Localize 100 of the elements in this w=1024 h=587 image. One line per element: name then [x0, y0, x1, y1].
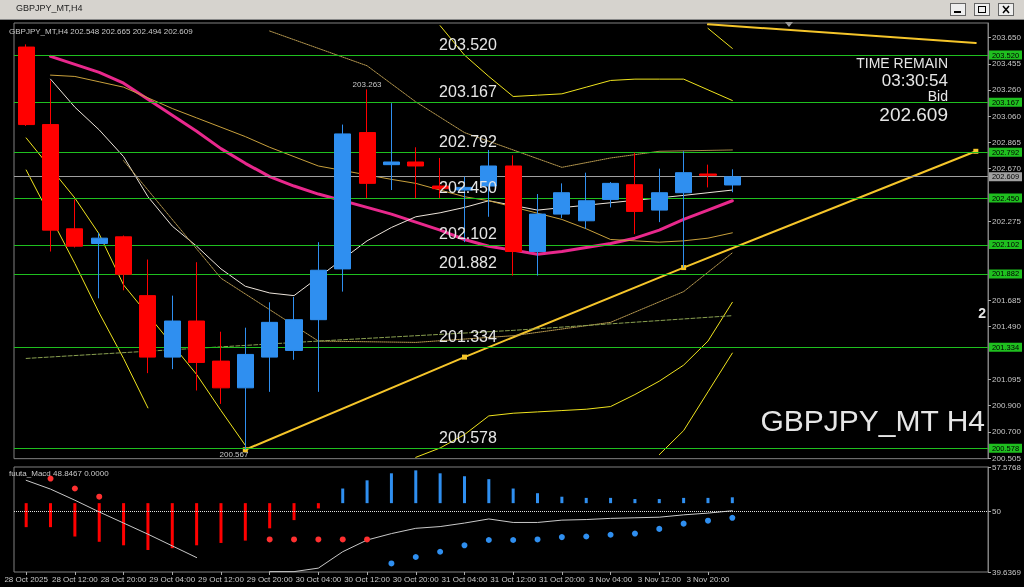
y-tick-label: 57.5768 [992, 462, 1022, 472]
bar [292, 503, 296, 521]
y-tick-label: 50 [992, 506, 1002, 516]
candlestick [18, 43, 35, 127]
bar [682, 497, 686, 504]
point [631, 530, 638, 537]
candlestick [212, 331, 230, 405]
point [437, 548, 444, 555]
point [461, 354, 467, 360]
point [388, 560, 395, 567]
candlestick [91, 232, 108, 299]
annotation: 2 [978, 305, 987, 321]
point [607, 531, 614, 538]
bar [487, 479, 491, 504]
line-series [439, 25, 733, 102]
bar [706, 497, 710, 504]
candlestick [359, 88, 376, 199]
bar [268, 503, 272, 529]
point [364, 536, 371, 543]
bar [609, 497, 613, 504]
point [534, 536, 541, 543]
annotation: 202.609 [879, 103, 948, 125]
bar [438, 473, 442, 504]
y-tick-label: 200.505 [992, 453, 1022, 463]
bar [97, 503, 101, 542]
annotation: 203.167 [439, 82, 498, 100]
bar [24, 503, 28, 528]
x-tick-label: 28 Oct 12:00 [51, 574, 99, 584]
bar [536, 493, 540, 504]
candlestick [651, 168, 668, 223]
point [412, 554, 419, 560]
point [315, 536, 322, 543]
annotation: 203.263 [352, 79, 383, 89]
bar [341, 488, 345, 504]
point [704, 517, 711, 524]
y-tick-label: 203.260 [992, 85, 1022, 95]
line-series [658, 352, 733, 456]
bar [316, 503, 320, 509]
annotation: 201.882 [439, 254, 498, 272]
point [291, 536, 298, 543]
x-tick-label: 3 Nov 20:00 [686, 574, 731, 584]
candlestick [724, 168, 741, 193]
line-series [50, 74, 733, 243]
candlestick [66, 198, 83, 249]
point [96, 493, 103, 500]
x-tick-label: 28 Oct 2025 [4, 574, 49, 584]
candlestick [164, 295, 181, 370]
bar [560, 496, 564, 504]
x-tick-label: 3 Nov 12:00 [637, 574, 682, 584]
line-series [415, 301, 733, 458]
x-tick-label: 31 Oct 20:00 [538, 574, 586, 584]
bar [633, 499, 637, 504]
candlestick [626, 152, 643, 235]
bar [414, 470, 418, 504]
bar [584, 497, 588, 504]
bar [122, 503, 126, 546]
text: GBPJPY_MT,H4 [16, 3, 83, 13]
y-tick-label: 39.6369 [992, 567, 1022, 577]
candlestick [261, 301, 278, 393]
candlestick [578, 172, 595, 230]
candlestick [42, 79, 59, 253]
x-tick-label: 29 Oct 20:00 [246, 574, 294, 584]
candlestick [553, 182, 570, 219]
x-tick-label: 28 Oct 20:00 [100, 574, 148, 584]
x-tick-label: 31 Oct 04:00 [441, 574, 488, 584]
point [510, 537, 517, 544]
point [680, 520, 687, 527]
bar [657, 499, 661, 504]
y-tick-label: 203.455 [992, 59, 1022, 69]
y-tick-label: 202.670 [992, 164, 1022, 174]
bar [511, 488, 515, 504]
point [71, 485, 78, 492]
x-tick-label: 29 Oct 12:00 [198, 574, 245, 584]
candlestick [188, 261, 205, 392]
y-tick-label: 200.900 [992, 400, 1022, 410]
point [461, 542, 468, 549]
bar [365, 480, 369, 504]
chart-title: GBPJPY_MT,H4 202.548 202.665 202.494 202.609 [9, 26, 194, 36]
x-tick-label: 30 Oct 04:00 [295, 574, 342, 584]
point [729, 514, 736, 521]
candlestick [139, 259, 156, 374]
annotation: 202.792 [439, 132, 498, 150]
y-tick-label: 203.060 [992, 112, 1022, 122]
y-tick-label: 201.490 [992, 321, 1022, 331]
bar [49, 503, 53, 528]
point [558, 534, 565, 541]
point [485, 537, 492, 544]
candlestick [310, 241, 327, 393]
candlestick [115, 234, 132, 291]
candlestick [699, 164, 717, 188]
x-tick-label: 29 Oct 04:00 [149, 574, 196, 584]
line-series [49, 54, 734, 256]
x-tick-label: 30 Oct 20:00 [392, 574, 440, 584]
bar [146, 503, 150, 550]
candlestick [383, 102, 400, 191]
y-tick-label: 202.275 [992, 216, 1022, 226]
candlestick [529, 193, 546, 277]
bar [389, 473, 393, 504]
line-series [123, 160, 733, 343]
y-tick-label: 200.700 [992, 427, 1022, 437]
